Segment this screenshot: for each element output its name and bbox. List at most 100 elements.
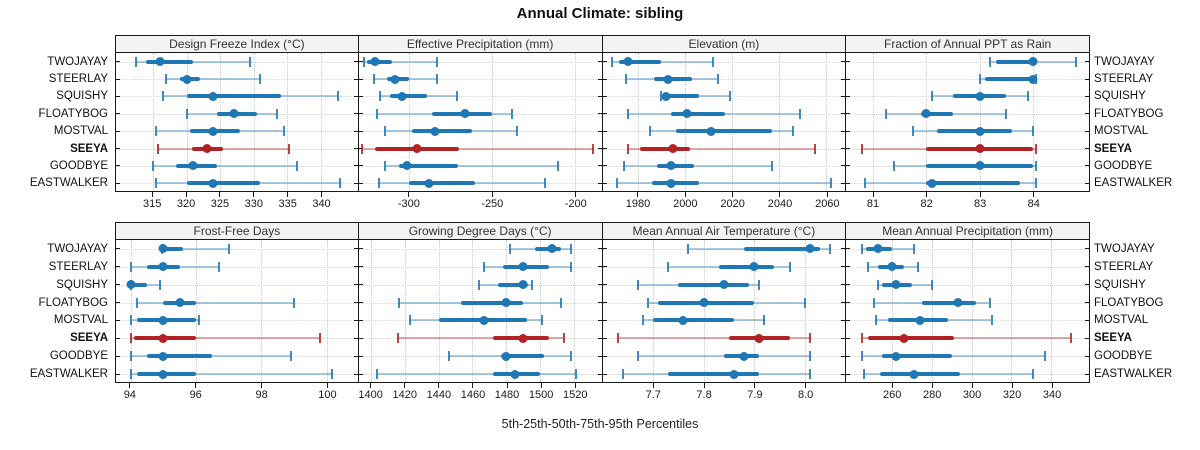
row-edge-tick (841, 182, 846, 184)
whisker-line (628, 147, 815, 150)
row-edge-tick (116, 284, 120, 286)
gridline-v (370, 240, 372, 382)
whisker-cap-5th (615, 178, 618, 189)
whisker-cap-95th (1005, 108, 1008, 119)
axis-tick-label: 81 (866, 198, 880, 210)
whisker-cap-5th (622, 160, 625, 171)
median-dot (699, 298, 709, 308)
row-edge-tick (846, 284, 851, 286)
whisker-cap-95th (282, 126, 285, 137)
row-edge-tick (353, 182, 358, 184)
row-edge-tick (116, 182, 120, 184)
gridline-v (574, 240, 576, 382)
axis-tick-label: -200 (564, 198, 587, 210)
whisker-cap-5th (185, 108, 188, 119)
whisker-cap-5th (627, 143, 630, 154)
row-edge-tick (116, 61, 120, 63)
whisker-cap-95th (1031, 126, 1034, 137)
median-dot (891, 351, 901, 361)
gridline-h (116, 374, 358, 376)
iqr-bar (718, 264, 775, 269)
gridline-v (931, 240, 933, 382)
row-edge-tick (353, 148, 358, 150)
gridline-v (872, 53, 874, 191)
whisker-line (130, 373, 332, 376)
median-dot (921, 109, 931, 119)
whisker-cap-5th (660, 91, 663, 102)
gridline-v (779, 53, 781, 191)
axis-tick-label: 84 (1027, 198, 1040, 210)
whisker-line (617, 337, 810, 340)
row-edge-tick (846, 373, 851, 375)
whisker-cap-5th (408, 315, 411, 326)
axis-tick-label: 1520 (562, 389, 588, 401)
axis-tick (287, 192, 289, 197)
iqr-bar (147, 354, 213, 359)
row-edge-tick (841, 130, 846, 132)
median-dot (668, 144, 678, 154)
panel: Growing Degree Days (°C) 1400 1420 1440 1460… (358, 222, 603, 407)
whisker-cap-5th (135, 56, 138, 67)
gridline-v (253, 53, 255, 191)
row-edge-tick (841, 355, 846, 357)
row-edge-tick (358, 165, 363, 167)
station-label-seeya: SEEYA (1094, 142, 1132, 155)
whisker-cap-5th (978, 74, 981, 85)
gridline-h (358, 266, 602, 268)
station-label-floatybog: FLOATYBOG (1094, 107, 1164, 120)
row-edge-tick (116, 337, 120, 339)
whisker-cap-5th (129, 333, 132, 344)
iqr-bar (497, 282, 529, 287)
gridline-h (846, 61, 1089, 63)
axis-tick-label: 1460 (460, 389, 486, 401)
whisker-cap-95th (1034, 178, 1037, 189)
station-label-goodbye: GOODBYE (49, 350, 108, 363)
panel: Design Freeze Index (°C) 315 320 325 330 335 3… (115, 35, 359, 216)
gridline-h (846, 79, 1089, 81)
whisker-cap-5th (647, 297, 650, 308)
whisker-cap-95th (912, 243, 915, 254)
whisker-cap-5th (478, 279, 481, 290)
gridline-v (261, 240, 263, 382)
row-edge-tick (602, 148, 607, 150)
whisker-cap-95th (808, 351, 811, 362)
row-edge-tick (1085, 337, 1089, 339)
axis-tick (891, 383, 893, 388)
row-edge-tick (602, 78, 607, 80)
axis-tick-label: 325 (210, 198, 230, 210)
iqr-bar (926, 181, 1020, 186)
whisker-cap-95th (159, 279, 162, 290)
iqr-bar (744, 246, 820, 251)
gridline-h (602, 183, 846, 185)
median-dot (188, 161, 198, 171)
whisker-cap-95th (287, 143, 290, 154)
median-dot (182, 74, 191, 84)
row-edge-tick (846, 113, 851, 115)
panel-header: Mean Annual Air Temperature (°C) (602, 222, 847, 240)
station-label-steerlay: STEERLAY (1094, 260, 1154, 273)
station-label-seeya: SEEYA (1094, 332, 1132, 345)
row-edge-tick (597, 373, 602, 375)
row-edge-tick (1085, 319, 1089, 321)
station-label-eastwalker: EASTWALKER (29, 177, 108, 190)
iqr-bar (921, 300, 976, 305)
gridline-h (116, 338, 358, 340)
axis-tick (438, 383, 440, 388)
whisker-cap-5th (129, 351, 132, 362)
row-edge-tick (841, 95, 846, 97)
station-label-squishy: SQUISHY (56, 90, 108, 103)
panel-plot (115, 53, 359, 192)
whisker-line (158, 147, 289, 150)
row-edge-tick (602, 266, 607, 268)
station-label-eastwalker: EASTWALKER (1094, 177, 1173, 190)
row-edge-tick (353, 319, 358, 321)
axis-tick (261, 383, 263, 388)
whisker-cap-95th (289, 351, 292, 362)
median-dot (1028, 74, 1038, 84)
median-dot (623, 57, 633, 67)
gridline-h (116, 248, 358, 250)
panel: Fraction of Annual PPT as Rain 81 82 83 84 (846, 35, 1090, 216)
gridline-h (358, 248, 602, 250)
gridline-h (358, 79, 602, 81)
row-edge-tick (116, 113, 120, 115)
